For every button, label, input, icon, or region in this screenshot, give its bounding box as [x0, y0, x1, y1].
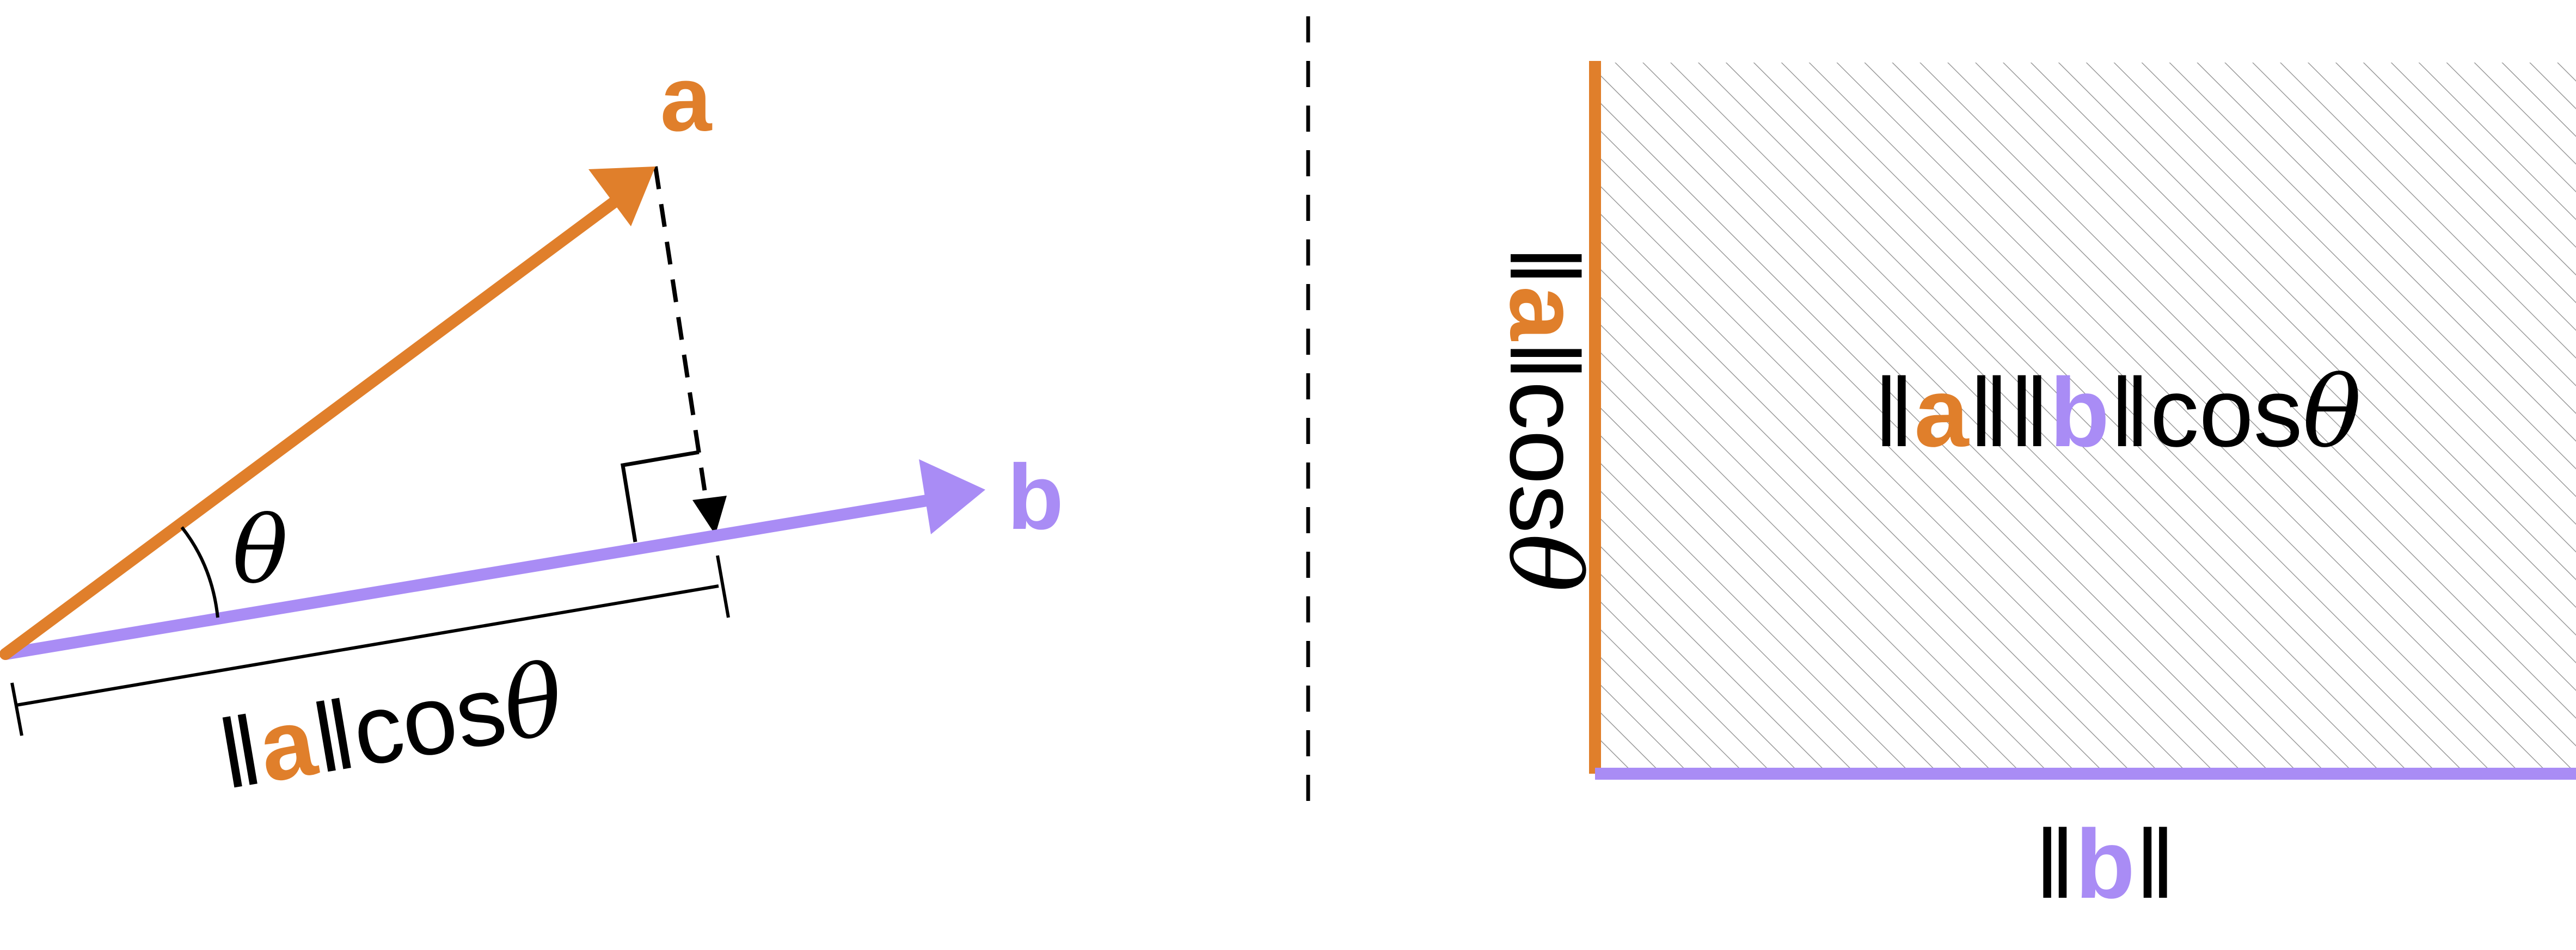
dimension-tick-left	[10, 682, 23, 736]
area-cos: cos	[2150, 358, 2303, 467]
right-panel: ‖a‖‖b‖cosθ ‖b‖ ‖a‖cosθ	[1487, 61, 2576, 919]
area-vec-a: a	[1914, 358, 1970, 467]
vector-b-label: b	[1007, 446, 1064, 549]
area-label: ‖a‖‖b‖cosθ	[1874, 356, 2362, 470]
side-cos: cos	[1489, 381, 1599, 533]
area-vec-b: b	[2050, 358, 2109, 467]
base-norm-close: ‖	[2135, 810, 2175, 919]
side-norm-close: ‖	[1489, 341, 1599, 381]
vector-a-line	[0, 195, 621, 660]
vector-b-arrowhead	[919, 459, 985, 534]
vector-a-arrowhead	[588, 166, 655, 226]
side-length-label: ‖a‖cosθ	[1487, 245, 1601, 592]
angle-arc	[180, 526, 219, 618]
vector-b-line	[0, 493, 942, 660]
left-panel: a b θ ‖a‖cosθ	[0, 47, 1064, 812]
hatched-area	[1595, 63, 2576, 773]
area-theta: θ	[2303, 356, 2362, 470]
projection-cos: cos	[345, 654, 513, 787]
base-length-label: ‖b‖	[2035, 810, 2176, 919]
right-angle-marker	[620, 450, 700, 542]
projection-label: ‖a‖cosθ	[211, 642, 572, 812]
dimension-tick-right	[716, 555, 730, 618]
area-norm-close-a: ‖	[1968, 358, 2009, 467]
angle-label: θ	[232, 497, 288, 604]
projection-dashed-line	[653, 166, 709, 504]
base-vec-b: b	[2075, 810, 2135, 919]
side-vec-a: a	[1489, 286, 1599, 342]
dimension-line	[16, 584, 719, 707]
base-norm-open: ‖	[2035, 810, 2075, 919]
area-norm-close-b: ‖	[2109, 358, 2150, 467]
area-norm-open-a: ‖	[1874, 358, 1914, 467]
projection-arrowhead	[692, 496, 727, 535]
side-norm-open: ‖	[1489, 245, 1599, 286]
vector-a-label: a	[660, 47, 713, 151]
side-theta: θ	[1487, 533, 1601, 592]
area-norm-open-b: ‖	[2009, 358, 2050, 467]
